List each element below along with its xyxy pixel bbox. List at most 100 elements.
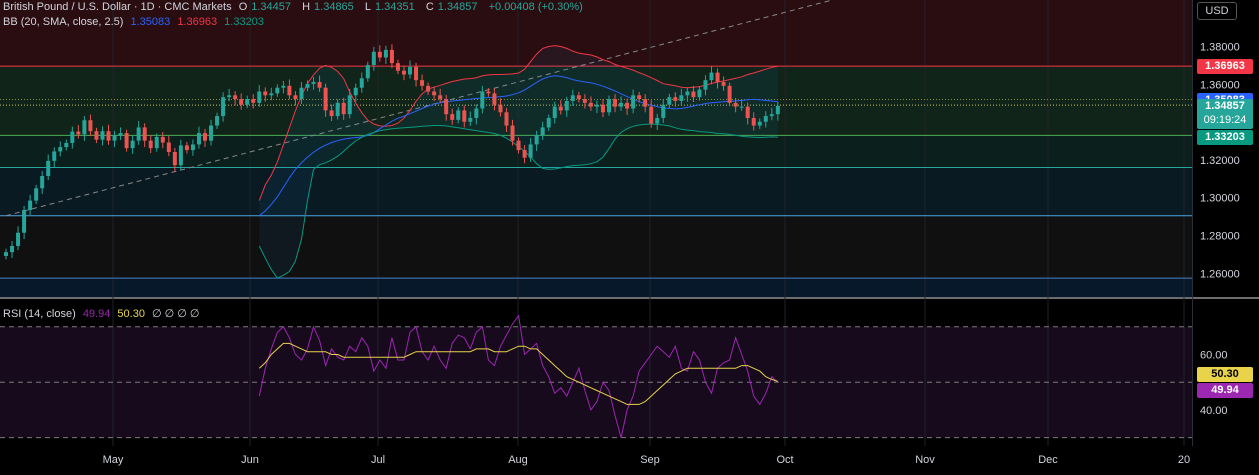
- candle-body: [570, 95, 575, 101]
- candle-body: [661, 104, 666, 118]
- candle-body: [564, 100, 569, 111]
- candle-76: [462, 105, 467, 128]
- candle-body: [215, 116, 220, 126]
- candle-58: [353, 83, 358, 102]
- zone-band-5: [0, 278, 1192, 297]
- candle-body: [227, 95, 232, 98]
- candle-body: [582, 99, 587, 103]
- candle-body: [607, 99, 611, 113]
- candle-63: [383, 45, 388, 64]
- bb-lower-pill: 1.33203: [1197, 130, 1253, 146]
- candle-7: [46, 154, 51, 181]
- candle-body: [311, 82, 316, 84]
- candle-body: [540, 127, 545, 135]
- bb-basis-value: 1.35083: [130, 16, 171, 28]
- candle-body: [305, 83, 310, 88]
- price-tick-3: 1.32000: [1200, 155, 1240, 167]
- candle-22: [136, 120, 141, 145]
- candle-44: [269, 87, 274, 101]
- candle-body: [631, 95, 636, 109]
- candle-body: [576, 95, 581, 100]
- candle-body: [202, 133, 207, 141]
- candle-body: [184, 145, 189, 151]
- candle-body: [649, 106, 654, 124]
- candle-99: [600, 99, 605, 118]
- candle-48: [293, 91, 298, 106]
- candle-body: [637, 95, 642, 100]
- candle-68: [414, 62, 419, 87]
- rsi-ma-legend-value: 50.30: [117, 308, 145, 320]
- candle-75: [456, 107, 461, 124]
- candle-109: [661, 99, 666, 123]
- candle-17: [106, 124, 111, 145]
- candle-39: [239, 93, 244, 110]
- time-tick-6: Nov: [915, 454, 935, 466]
- candle-body: [233, 95, 238, 100]
- candle-71: [432, 86, 437, 101]
- candle-body: [492, 93, 497, 105]
- candle-74: [450, 108, 455, 125]
- candle-57: [347, 88, 352, 119]
- candle-30: [184, 141, 189, 154]
- candle-body: [82, 120, 87, 135]
- candle-42: [257, 85, 262, 108]
- candle-27: [166, 136, 171, 157]
- ohlc-close: C 1.34857: [425, 1, 478, 13]
- candle-body: [172, 151, 177, 166]
- candle-body: [209, 125, 214, 141]
- candle-body: [408, 66, 413, 75]
- candle-124: [751, 112, 756, 131]
- candle-10: [64, 139, 69, 151]
- candle-body: [450, 114, 455, 120]
- candle-body: [462, 110, 467, 122]
- candle-3: [22, 205, 27, 240]
- candle-16: [100, 126, 105, 146]
- candle-51: [311, 77, 316, 90]
- candle-56: [341, 97, 346, 120]
- time-tick-0: May: [103, 454, 124, 466]
- candle-70: [426, 82, 431, 95]
- candle-body: [22, 210, 27, 233]
- bb-upper-pill: 1.36963: [1197, 59, 1253, 75]
- candle-90: [546, 114, 551, 131]
- bb-fill: [259, 45, 778, 279]
- candle-4: [28, 194, 33, 215]
- symbol-legend[interactable]: British Pound / U.S. Dollar · 1D · CMC M…: [3, 0, 587, 14]
- candle-106: [643, 94, 648, 113]
- currency-button[interactable]: USD: [1197, 2, 1237, 20]
- candle-108: [655, 113, 660, 131]
- rsi-line: [258, 314, 779, 438]
- candle-12: [76, 125, 81, 139]
- candle-body: [196, 133, 201, 145]
- time-tick-7: Dec: [1038, 454, 1058, 466]
- candle-body: [383, 49, 388, 58]
- rsi-pill: 49.94: [1197, 383, 1253, 399]
- candle-body: [323, 87, 328, 111]
- candle-94: [570, 89, 575, 106]
- candle-11: [70, 126, 75, 149]
- candle-body: [389, 49, 394, 64]
- candle-body: [721, 82, 726, 86]
- candle-9: [58, 141, 63, 157]
- candle-body: [4, 252, 8, 256]
- candle-body: [643, 99, 648, 107]
- candle-body: [70, 131, 75, 143]
- candle-body: [522, 150, 527, 158]
- candle-body: [763, 116, 768, 122]
- candle-body: [64, 142, 69, 148]
- candle-body: [395, 63, 400, 71]
- time-tick-1: Jun: [241, 454, 259, 466]
- rsi-legend[interactable]: RSI (14, close) 49.94 50.30 ∅ ∅ ∅ ∅: [3, 307, 204, 321]
- candle-35: [215, 112, 220, 129]
- zone-band-3: [0, 167, 1192, 216]
- candle-body: [498, 104, 503, 113]
- candle-73: [444, 94, 449, 121]
- candle-body: [751, 117, 756, 126]
- candle-65: [395, 59, 400, 75]
- candle-body: [600, 104, 605, 113]
- bb-legend[interactable]: BB (20, SMA, close, 2.5) 1.35083 1.36963…: [3, 15, 268, 29]
- candle-body: [727, 85, 732, 103]
- candle-47: [287, 79, 292, 100]
- candle-body: [516, 140, 521, 151]
